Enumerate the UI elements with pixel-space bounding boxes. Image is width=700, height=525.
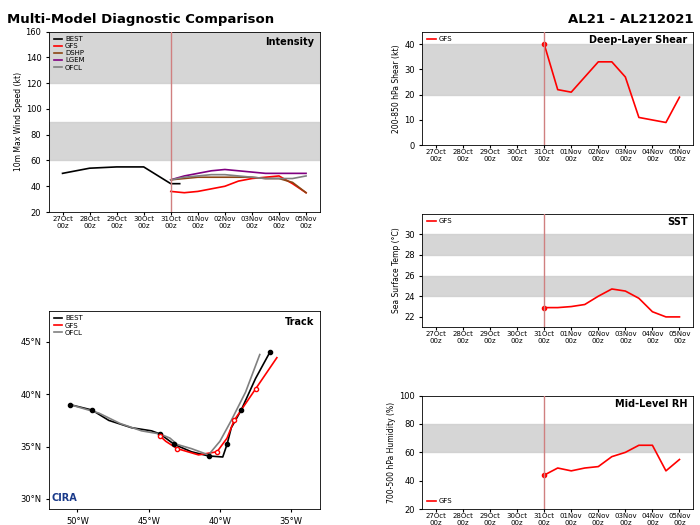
Y-axis label: 200-850 hPa Shear (kt): 200-850 hPa Shear (kt) (393, 44, 401, 133)
Text: Deep-Layer Shear: Deep-Layer Shear (589, 35, 687, 45)
Bar (49, 32, 320, 83)
Y-axis label: 700-500 hPa Humidity (%): 700-500 hPa Humidity (%) (387, 402, 396, 503)
Legend: GFS: GFS (426, 35, 454, 44)
Bar (422, 44, 693, 94)
Text: Track: Track (285, 317, 314, 327)
Y-axis label: 10m Max Wind Speed (kt): 10m Max Wind Speed (kt) (14, 72, 22, 171)
Text: CIRA: CIRA (52, 494, 78, 503)
Legend: BEST, GFS, DSHP, LGEM, OFCL: BEST, GFS, DSHP, LGEM, OFCL (52, 35, 86, 72)
Text: Multi-Model Diagnostic Comparison: Multi-Model Diagnostic Comparison (7, 13, 274, 26)
Text: Mid-Level RH: Mid-Level RH (615, 399, 687, 409)
Bar (422, 276, 693, 296)
Text: Intensity: Intensity (265, 37, 314, 47)
Text: SST: SST (667, 217, 687, 227)
Bar (422, 424, 693, 453)
Legend: GFS: GFS (426, 217, 454, 226)
Legend: GFS: GFS (426, 497, 454, 506)
Bar (422, 234, 693, 255)
Bar (49, 122, 320, 161)
Legend: BEST, GFS, OFCL: BEST, GFS, OFCL (52, 314, 85, 337)
Text: AL21 - AL212021: AL21 - AL212021 (568, 13, 693, 26)
Y-axis label: Sea Surface Temp (°C): Sea Surface Temp (°C) (393, 227, 401, 313)
